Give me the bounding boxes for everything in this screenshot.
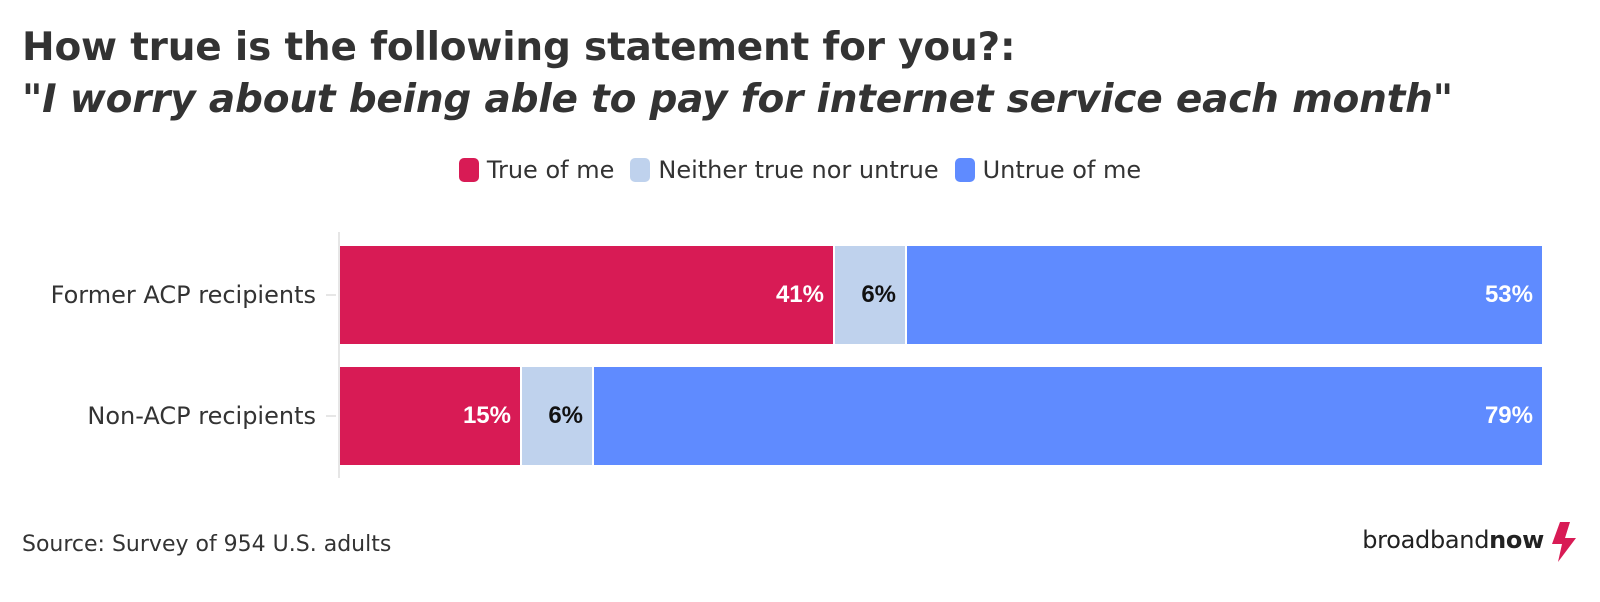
data-label: 53% [1484, 281, 1533, 308]
stacked-bar-chart: Former ACP recipients 41% 6% 53% Non-ACP rec… [0, 232, 1600, 492]
data-label: 6% [548, 402, 583, 429]
legend-swatch [458, 158, 479, 182]
bar-track: 15% 6% 79% [340, 367, 1542, 465]
axis-tick [326, 294, 336, 296]
category-label: Non-ACP recipients [87, 402, 316, 430]
chart-title-line1: How true is the following statement for … [22, 25, 1016, 70]
legend-label: Neither true nor untrue [658, 156, 939, 184]
chart-legend: True of me Neither true nor untrue Untrue … [0, 156, 1600, 184]
bar-segment [905, 246, 1542, 344]
logo-text-now: now [1489, 526, 1544, 554]
category-label: Former ACP recipients [50, 281, 316, 309]
data-label: 6% [861, 281, 896, 308]
data-label: 41% [775, 281, 824, 308]
axis-tick [326, 415, 336, 417]
bar-segment [340, 367, 520, 465]
legend-item: True of me [458, 156, 615, 184]
bar-segment [340, 246, 833, 344]
bar-segment [592, 367, 1542, 465]
bar-segment [520, 367, 592, 465]
lightning-bolt-icon [1552, 522, 1576, 562]
logo-text-broadband: broadband [1362, 526, 1490, 554]
legend-swatch [954, 158, 975, 182]
data-label: 79% [1484, 402, 1533, 429]
legend-item: Untrue of me [954, 156, 1142, 184]
chart-title: How true is the following statement for … [22, 22, 1453, 126]
y-axis-line [338, 232, 340, 478]
bar-track: 41% 6% 53% [340, 246, 1542, 344]
legend-label: Untrue of me [982, 156, 1142, 184]
data-label: 15% [462, 402, 511, 429]
chart-title-quote: "I worry about being able to pay for int… [22, 77, 1453, 122]
legend-swatch [630, 158, 651, 182]
broadbandnow-logo: broadbandnow [1362, 526, 1544, 554]
source-note: Source: Survey of 954 U.S. adults [22, 532, 392, 557]
legend-label: True of me [486, 156, 615, 184]
bar-row: Non-ACP recipients 15% 6% 79% [0, 367, 1600, 465]
legend-item: Neither true nor untrue [630, 156, 939, 184]
bar-row: Former ACP recipients 41% 6% 53% [0, 246, 1600, 344]
bar-segment [833, 246, 905, 344]
